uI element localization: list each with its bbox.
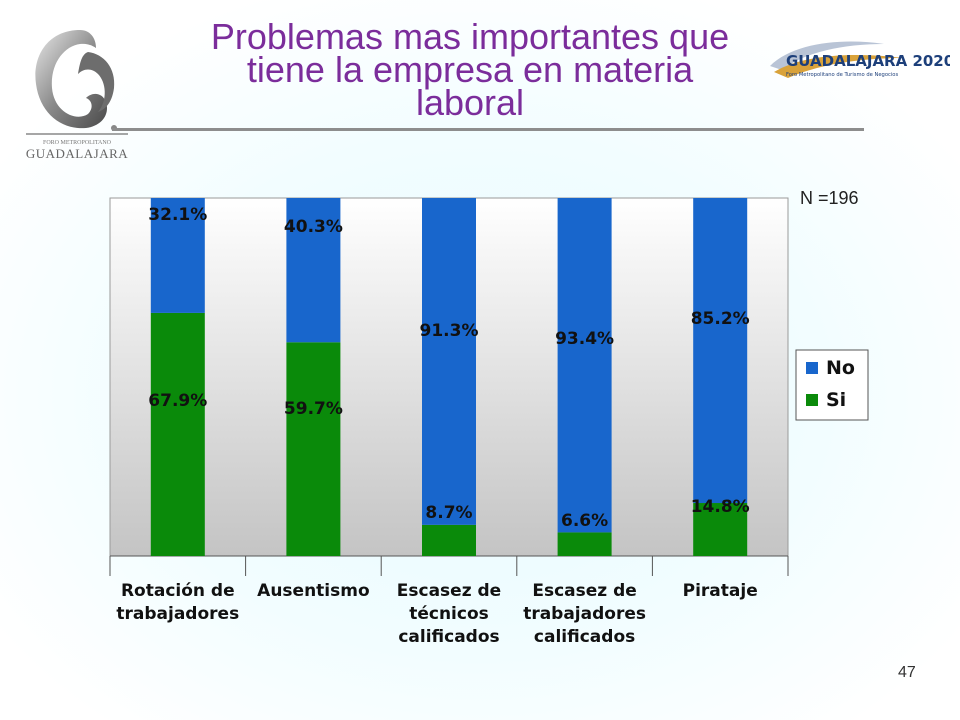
data-label-si: 8.7% xyxy=(425,503,472,523)
category-label: calificados xyxy=(534,627,635,647)
legend-swatch-si xyxy=(806,394,818,406)
category-label: Rotación de xyxy=(121,581,235,601)
title-line: tiene la empresa en materia xyxy=(246,49,694,90)
bar-no xyxy=(150,198,205,313)
title-line: laboral xyxy=(415,82,525,123)
category-label: Ausentismo xyxy=(257,581,369,601)
guadalajara-logo-icon: FORO METROPOLITANO xyxy=(26,30,128,146)
title-line: Problemas mas importantes que xyxy=(210,16,730,57)
data-label-no: 91.3% xyxy=(420,321,479,341)
right-logo-text: GUADALAJARA 2020 xyxy=(786,52,950,70)
bar-no xyxy=(422,198,476,525)
left-logo-caption: GUADALAJARA xyxy=(25,146,129,161)
category-label: calificados xyxy=(398,627,499,647)
bar-no xyxy=(286,198,341,343)
bar-si xyxy=(557,532,612,556)
category-label: técnicos xyxy=(409,604,489,624)
legend-swatch-no xyxy=(806,362,818,374)
data-label-no: 32.1% xyxy=(148,205,207,225)
bar-si xyxy=(286,342,341,556)
category-label: trabajadores xyxy=(116,604,239,624)
title-divider xyxy=(112,128,864,131)
slide-title: Problemas mas importantes que tiene la e… xyxy=(160,16,780,123)
data-label-si: 59.7% xyxy=(284,399,343,419)
data-label-si: 6.6% xyxy=(561,511,608,531)
legend-box xyxy=(795,349,869,421)
sample-size-label: N =196 xyxy=(800,188,859,208)
page-number: 47 xyxy=(898,664,916,681)
category-label: Escasez de xyxy=(532,581,636,601)
data-label-no: 40.3% xyxy=(284,217,343,237)
left-logo-small-text: FORO METROPOLITANO xyxy=(43,140,112,146)
bar-si xyxy=(693,503,748,556)
legend-label-si: Si xyxy=(826,389,846,411)
bar-no xyxy=(557,198,612,533)
bar-si xyxy=(150,312,205,556)
data-label-no: 85.2% xyxy=(691,309,750,329)
data-label-si: 14.8% xyxy=(691,497,750,517)
legend-label-no: No xyxy=(826,357,855,379)
bar-no xyxy=(693,198,748,504)
guadalajara-2020-logo-icon: GUADALAJARA 2020 Foro Metropolitano de T… xyxy=(770,41,950,78)
category-label: Escasez de xyxy=(397,581,501,601)
data-label-no: 93.4% xyxy=(555,329,614,349)
bar-si xyxy=(422,524,476,556)
category-label: Pirataje xyxy=(683,581,758,601)
data-label-si: 67.9% xyxy=(148,391,207,411)
category-label: trabajadores xyxy=(523,604,646,624)
right-logo-subtext: Foro Metropolitano de Turismo de Negocio… xyxy=(786,72,898,78)
